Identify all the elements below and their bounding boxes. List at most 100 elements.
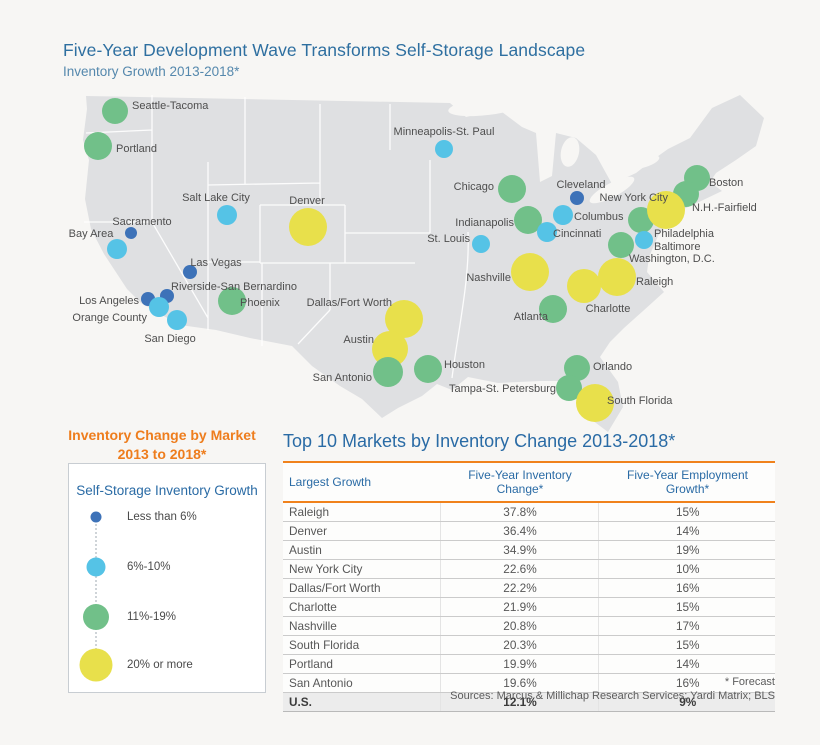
city-marker <box>167 310 187 330</box>
city-label: Phoenix <box>240 297 280 309</box>
legend-connector-line <box>95 517 97 665</box>
city-marker <box>385 300 423 338</box>
city-label: Minneapolis-St. Paul <box>394 126 495 138</box>
col-header: Largest Growth <box>283 461 440 503</box>
table-cell: 15% <box>597 597 775 617</box>
table-cell: Charlotte <box>283 597 440 617</box>
table-row: Denver 36.4% 14% <box>283 521 775 541</box>
page-subtitle: Inventory Growth 2013-2018* <box>63 64 240 79</box>
footnote-forecast: * Forecast <box>724 676 775 688</box>
city-marker <box>564 355 590 381</box>
city-label: Orlando <box>593 361 632 373</box>
city-marker <box>125 227 137 239</box>
city-marker <box>414 355 442 383</box>
legend-item-label: 6%-10% <box>127 561 171 573</box>
city-label: Raleigh <box>636 276 673 288</box>
table-title: Top 10 Markets by Inventory Change 2013-… <box>283 431 676 451</box>
city-label: Cincinnati <box>553 228 601 240</box>
city-marker <box>218 287 246 315</box>
table-body: Raleigh 37.8% 15% Denver 36.4% 14% Austin 34.9%… <box>283 502 775 712</box>
table-cell: 19.6% <box>439 673 598 693</box>
table-cell: 15% <box>597 635 775 655</box>
city-label: Portland <box>116 143 157 155</box>
legend-item-label: 11%-19% <box>127 611 177 623</box>
city-label: Houston <box>444 359 485 371</box>
table-cell: 34.9% <box>439 540 598 560</box>
city-label: Boston <box>709 177 743 189</box>
city-marker <box>183 265 197 279</box>
city-marker <box>84 132 112 160</box>
city-label: Nashville <box>466 272 511 284</box>
table-cell: 16% <box>597 578 775 598</box>
table-cell: Austin <box>283 540 440 560</box>
table-cell: 10% <box>597 559 775 579</box>
table-cell: 37.8% <box>439 502 598 522</box>
table-row: Dallas/Fort Worth 22.2% 16% <box>283 578 775 598</box>
city-marker <box>537 222 557 242</box>
map-land <box>83 95 764 432</box>
city-label: New York City <box>600 192 669 204</box>
city-marker <box>608 232 634 258</box>
table-cell: 14% <box>597 521 775 541</box>
table-cell: 22.2% <box>439 578 598 598</box>
table-row: Austin 34.9% 19% <box>283 540 775 560</box>
table-cell: San Antonio <box>283 673 440 693</box>
table-cell: 14% <box>597 654 775 674</box>
table-row: Nashville 20.8% 17% <box>283 616 775 636</box>
table-cell: 17% <box>597 616 775 636</box>
table-cell: 19.9% <box>439 654 598 674</box>
city-marker <box>372 331 408 367</box>
city-label: Washington, D.C. <box>629 253 715 265</box>
city-marker <box>149 297 169 317</box>
city-label: Philadelphia <box>654 228 715 240</box>
city-label: Orange County <box>72 312 147 324</box>
table-cell: 36.4% <box>439 521 598 541</box>
city-marker <box>514 206 542 234</box>
city-marker <box>289 208 327 246</box>
map-markers <box>84 98 710 422</box>
legend-dot <box>90 511 102 523</box>
table-cell: Dallas/Fort Worth <box>283 578 440 598</box>
city-marker <box>556 375 582 401</box>
table-cell: 22.6% <box>439 559 598 579</box>
city-marker <box>373 357 403 387</box>
legend-dot <box>79 648 113 682</box>
table-cell: Raleigh <box>283 502 440 522</box>
city-marker <box>217 205 237 225</box>
city-label: Seattle-Tacoma <box>132 100 209 112</box>
table-cell: 21.9% <box>439 597 598 617</box>
city-label: South Florida <box>607 395 673 407</box>
table-row: Portland 19.9% 14% <box>283 654 775 674</box>
city-marker <box>647 191 685 229</box>
table-cell: 16% <box>597 673 775 693</box>
table-cell: 20.3% <box>439 635 598 655</box>
table-cell: 20.8% <box>439 616 598 636</box>
city-marker <box>539 295 567 323</box>
city-label: Cleveland <box>557 179 606 191</box>
table-row: South Florida 20.3% 15% <box>283 635 775 655</box>
city-marker <box>635 231 653 249</box>
table-cell: 9% <box>597 692 775 712</box>
city-label: Sacramento <box>112 216 171 228</box>
city-label: Riverside-San Bernardino <box>171 281 297 293</box>
col-header: Five-Year Employment Growth* <box>598 461 775 503</box>
city-label: Baltimore <box>654 241 700 253</box>
table-row: New York City 22.6% 10% <box>283 559 775 579</box>
table-row: U.S. 12.1% 9% <box>283 692 775 712</box>
table-cell: New York City <box>283 559 440 579</box>
table-row: San Antonio 19.6% 16% <box>283 673 775 693</box>
legend-item-label: Less than 6% <box>127 511 197 523</box>
state-borders <box>84 95 469 379</box>
city-marker <box>567 269 601 303</box>
city-marker <box>576 384 614 422</box>
table-head: Largest Growth Five-Year Inventory Change… <box>283 461 775 503</box>
city-marker <box>435 140 453 158</box>
city-label: San Diego <box>144 333 195 345</box>
city-label: Tampa-St. Petersburg <box>449 383 556 395</box>
city-label: Austin <box>343 334 374 346</box>
table-cell: South Florida <box>283 635 440 655</box>
city-marker <box>570 191 584 205</box>
col-header: Five-Year Inventory Change* <box>440 461 598 503</box>
city-marker <box>472 235 490 253</box>
city-label: Denver <box>289 195 325 207</box>
